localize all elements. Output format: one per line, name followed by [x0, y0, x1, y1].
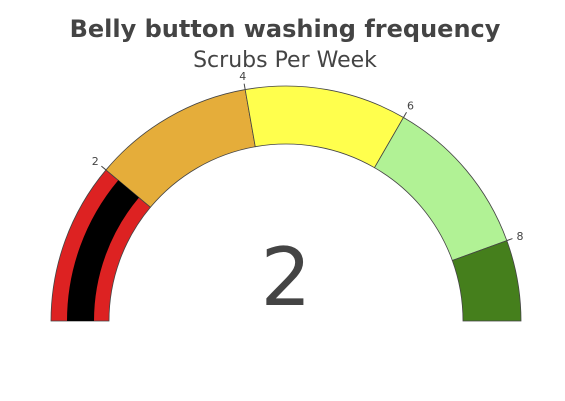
gauge-tick-label-2: 2 [92, 155, 99, 168]
gauge-value-bar-fill [67, 180, 139, 321]
gauge-tick-mark-2 [101, 165, 107, 171]
gauge-tick-label-4: 4 [239, 70, 246, 83]
chart-subtitle: Scrubs Per Week [193, 48, 377, 73]
chart-title: Belly button washing frequency [70, 15, 501, 43]
gauge-tick-label-8: 8 [516, 230, 523, 243]
gauge-step-5 [451, 240, 522, 322]
gauge-tick-mark-4 [243, 83, 246, 90]
gauge-tick-mark-8 [506, 238, 513, 242]
gauge-value-bar [67, 180, 139, 321]
gauge-step-3 [244, 85, 405, 169]
gauge-tick-label-6: 6 [407, 99, 414, 112]
gauge-ticks: 2 4 6 8 [92, 70, 524, 243]
gauge-value-number: 2 [261, 231, 312, 324]
gauge-step-4 [373, 116, 508, 261]
gauge-tick-mark-6 [403, 112, 407, 118]
